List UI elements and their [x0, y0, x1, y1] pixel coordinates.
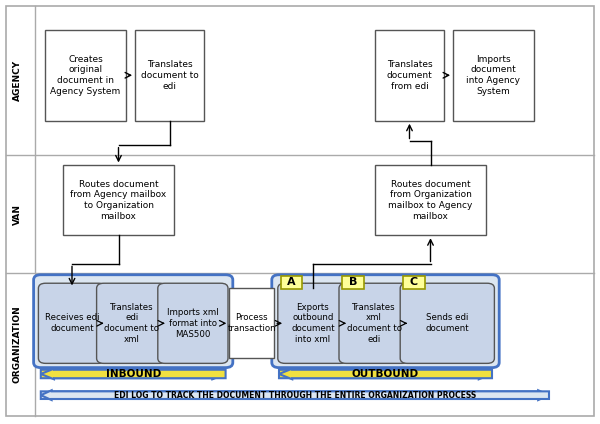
Text: INBOUND: INBOUND	[106, 369, 161, 379]
Text: Imports xml
format into
MAS500: Imports xml format into MAS500	[167, 308, 219, 338]
FancyBboxPatch shape	[375, 30, 444, 121]
FancyBboxPatch shape	[135, 30, 204, 121]
Text: AGENCY: AGENCY	[13, 60, 22, 101]
FancyBboxPatch shape	[34, 275, 233, 368]
FancyArrow shape	[41, 390, 549, 400]
Text: Translates
xml
document to
edi: Translates xml document to edi	[347, 303, 401, 344]
Text: Exports
outbound
document
into xml: Exports outbound document into xml	[291, 303, 335, 344]
FancyBboxPatch shape	[229, 288, 274, 358]
FancyBboxPatch shape	[6, 6, 594, 416]
Text: Receives edi
document: Receives edi document	[45, 313, 99, 333]
FancyBboxPatch shape	[38, 283, 106, 363]
FancyBboxPatch shape	[342, 276, 364, 289]
FancyBboxPatch shape	[400, 283, 494, 363]
Text: OUTBOUND: OUTBOUND	[352, 369, 419, 379]
Text: Translates
document to
edi: Translates document to edi	[140, 60, 199, 90]
Text: EDI LOG TO TRACK THE DOCUMENT THROUGH THE ENTIRE ORGANIZATION PROCESS: EDI LOG TO TRACK THE DOCUMENT THROUGH TH…	[114, 391, 476, 400]
Text: VAN: VAN	[13, 204, 22, 225]
Text: A: A	[287, 277, 296, 287]
Text: C: C	[410, 277, 418, 287]
Text: Translates
document
from edi: Translates document from edi	[386, 60, 433, 90]
FancyArrow shape	[279, 368, 492, 379]
FancyBboxPatch shape	[339, 283, 409, 363]
FancyArrow shape	[41, 368, 226, 379]
FancyBboxPatch shape	[375, 165, 486, 235]
FancyBboxPatch shape	[281, 276, 302, 289]
FancyBboxPatch shape	[272, 275, 499, 368]
FancyBboxPatch shape	[63, 165, 174, 235]
FancyArrow shape	[41, 368, 226, 379]
Text: ORGANIZATION: ORGANIZATION	[13, 306, 22, 383]
Text: Creates
original
document in
Agency System: Creates original document in Agency Syst…	[50, 55, 121, 96]
FancyBboxPatch shape	[158, 283, 228, 363]
Text: Process
transaction: Process transaction	[227, 313, 276, 333]
FancyBboxPatch shape	[453, 30, 534, 121]
Text: Imports
document
into Agency
System: Imports document into Agency System	[467, 55, 521, 96]
FancyArrow shape	[279, 368, 492, 379]
FancyBboxPatch shape	[45, 30, 126, 121]
FancyBboxPatch shape	[278, 283, 348, 363]
Text: Routes document
from Agency mailbox
to Organization
mailbox: Routes document from Agency mailbox to O…	[70, 180, 167, 221]
FancyArrow shape	[41, 390, 549, 400]
Text: Routes document
from Organization
mailbox to Agency
mailbox: Routes document from Organization mailbo…	[388, 180, 473, 221]
Text: Sends edi
document: Sends edi document	[425, 313, 469, 333]
Text: Translates
edi
document to
xml: Translates edi document to xml	[104, 303, 159, 344]
Text: B: B	[349, 277, 357, 287]
FancyBboxPatch shape	[97, 283, 167, 363]
FancyBboxPatch shape	[403, 276, 425, 289]
